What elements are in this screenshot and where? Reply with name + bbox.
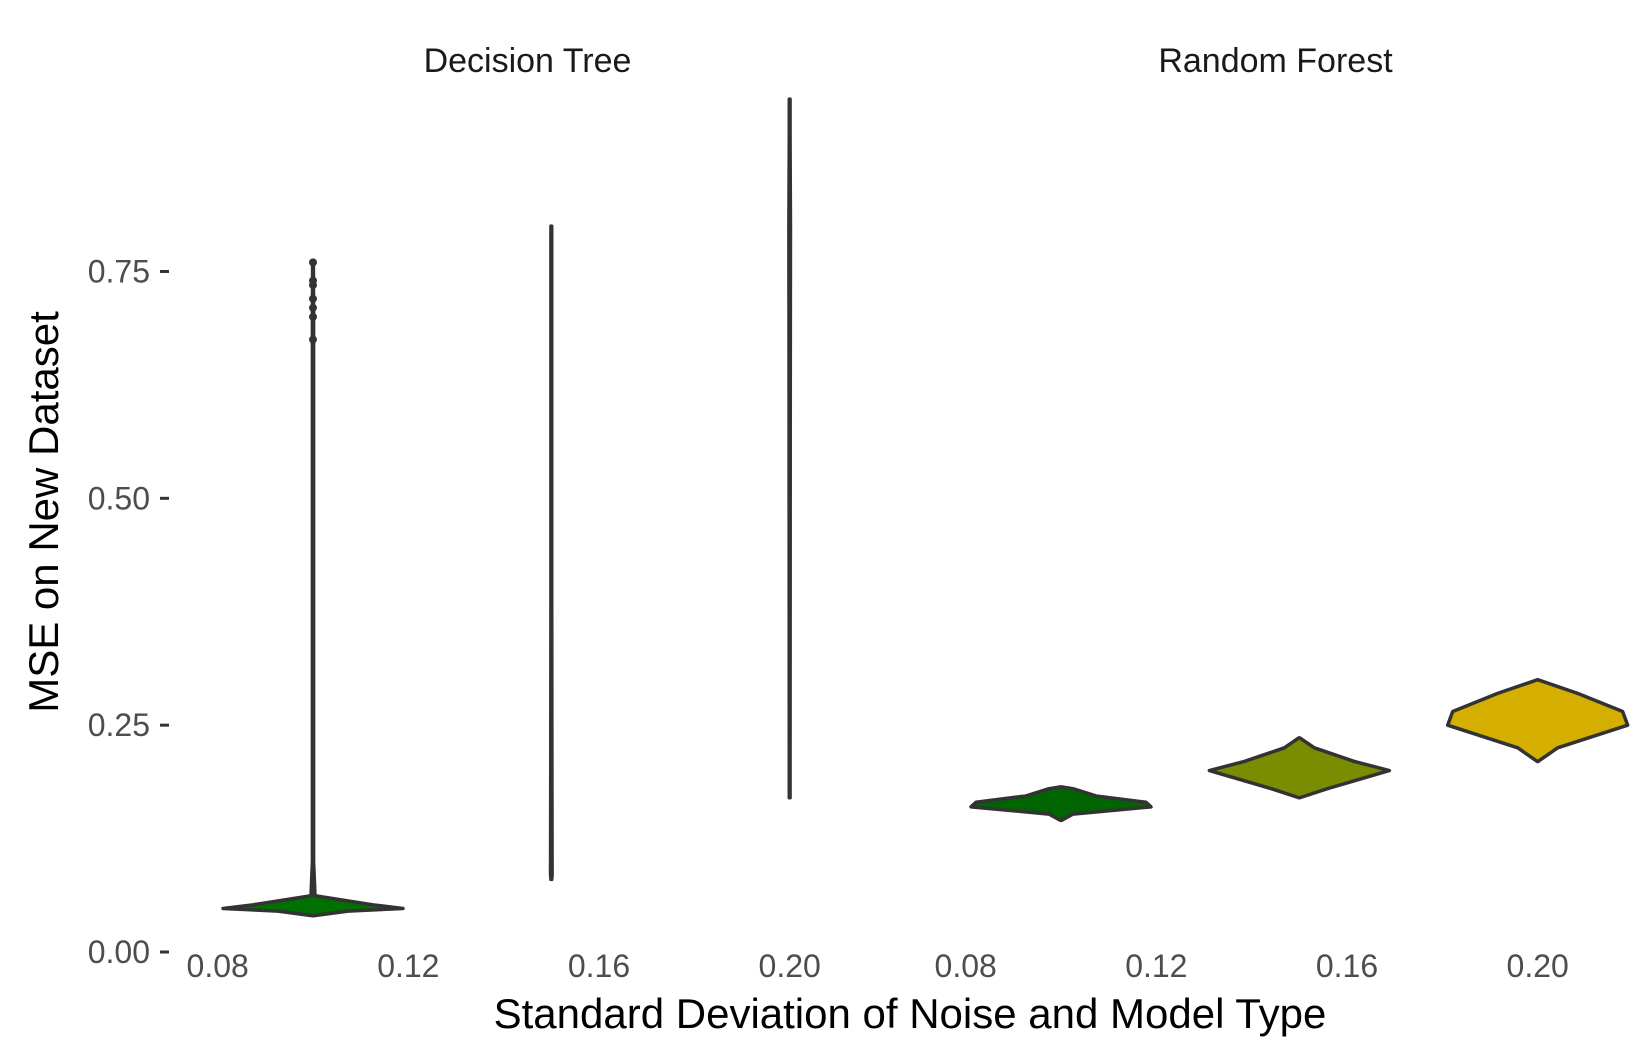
facet-panel: Decision Tree: [221, 42, 793, 918]
x-axis: 0.08 0.12 0.16 0.20 0.08 0.12 0.16 0.20: [187, 948, 1569, 984]
x-tick-label: 0.16: [568, 948, 630, 984]
x-tick-label: 0.16: [1316, 948, 1378, 984]
violin-shape: [548, 224, 554, 882]
y-axis: 0.00 0.25 0.50 0.75: [88, 253, 169, 970]
facet-title: Decision Tree: [424, 42, 632, 80]
x-axis-title: Standard Deviation of Noise and Model Ty…: [494, 990, 1327, 1037]
violin-shape: [221, 260, 405, 918]
violin-shape: [1445, 678, 1630, 764]
x-tick-label: 0.08: [187, 948, 249, 984]
x-tick-label: 0.08: [935, 948, 997, 984]
y-tick-label: 0.50: [88, 480, 150, 516]
y-tick-label: 0.75: [88, 253, 150, 289]
x-tick-label: 0.12: [377, 948, 439, 984]
x-tick-label: 0.20: [759, 948, 821, 984]
outlier-point: [309, 276, 317, 285]
x-tick-label: 0.20: [1507, 948, 1569, 984]
y-tick-label: 0.00: [88, 934, 150, 970]
violin-shape: [787, 97, 793, 800]
outlier-point: [309, 303, 317, 312]
y-tick-label: 0.25: [88, 707, 150, 743]
y-axis-title: MSE on New Dataset: [20, 311, 67, 713]
violin-shape: [969, 785, 1153, 823]
facet-panel: Random Forest: [969, 42, 1630, 823]
facet-layer: Decision Tree Random Forest: [221, 42, 1630, 918]
outlier-point: [309, 294, 317, 303]
outlier-point: [309, 258, 317, 267]
facet-title: Random Forest: [1158, 42, 1393, 80]
outlier-point: [309, 335, 317, 344]
x-tick-label: 0.12: [1125, 948, 1187, 984]
violin-shape: [1207, 736, 1392, 800]
outlier-point: [309, 312, 317, 321]
